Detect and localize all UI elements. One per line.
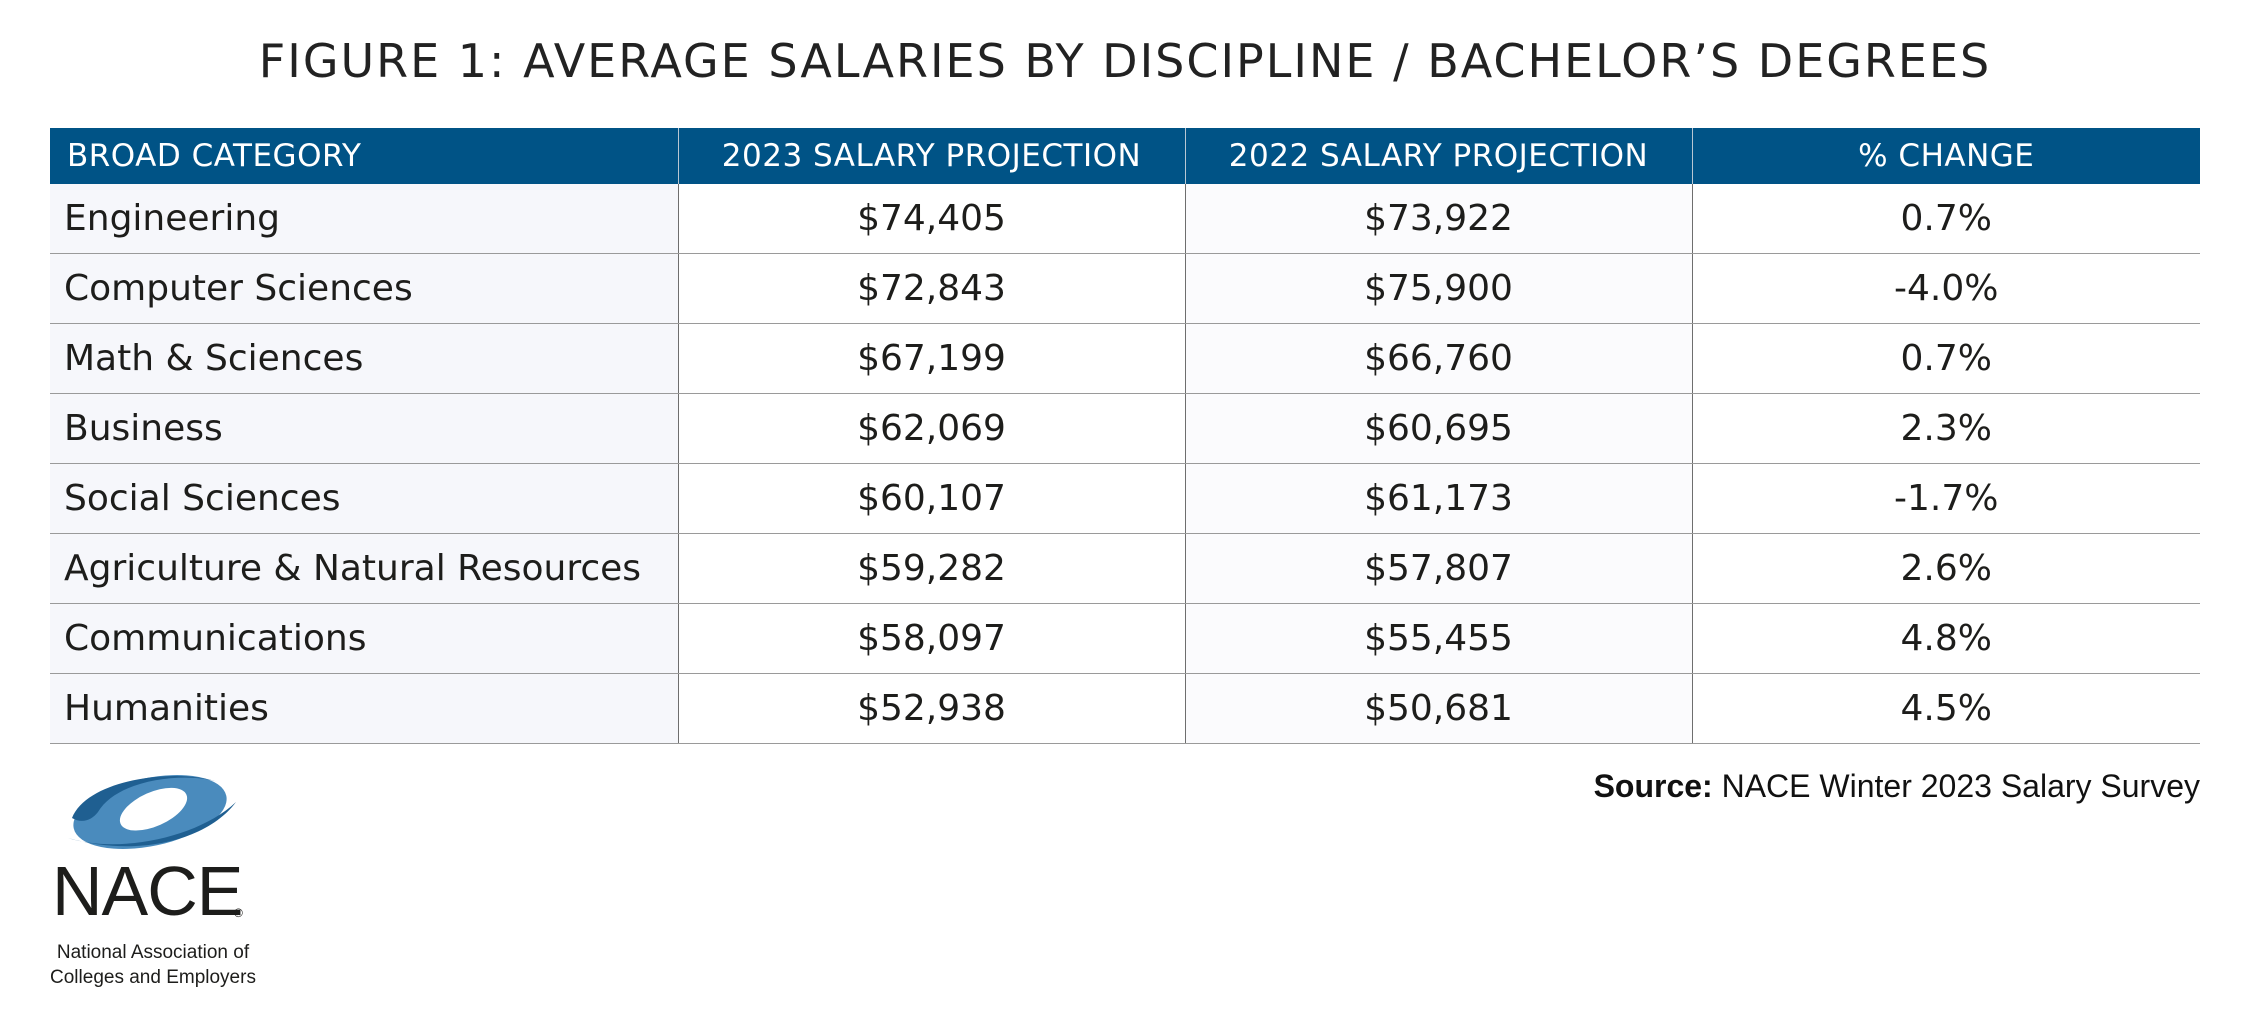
- column-header-change: % CHANGE: [1691, 128, 2200, 184]
- source-label: Source:: [1593, 768, 1713, 804]
- salary-2022-cell: $75,900: [1184, 253, 1692, 324]
- percent-change-cell: 2.6%: [1691, 533, 2200, 604]
- salary-2022-cell: $61,173: [1184, 463, 1692, 534]
- percent-change-cell: 2.3%: [1691, 393, 2200, 464]
- salary-2023-cell: $72,843: [677, 253, 1185, 324]
- column-header-category: BROAD CATEGORY: [50, 128, 678, 184]
- percent-change-cell: 0.7%: [1691, 184, 2200, 254]
- column-header-2022: 2022 SALARY PROJECTION: [1184, 128, 1692, 184]
- salary-2023-cell: $52,938: [677, 673, 1185, 744]
- percent-change-cell: 0.7%: [1691, 323, 2200, 394]
- category-cell: Agriculture & Natural Resources: [50, 533, 678, 604]
- category-cell: Math & Sciences: [50, 323, 678, 394]
- chart-title: FIGURE 1: AVERAGE SALARIES BY DISCIPLINE…: [258, 34, 1992, 88]
- table-header-row: BROAD CATEGORY 2023 SALARY PROJECTION 20…: [50, 128, 2200, 184]
- logo-wordmark: NACE: [52, 852, 243, 930]
- table-row: Communications $58,097 $55,455 4.8%: [50, 603, 2200, 674]
- salary-2022-cell: $66,760: [1184, 323, 1692, 394]
- salary-2022-cell: $50,681: [1184, 673, 1692, 744]
- salary-2023-cell: $58,097: [677, 603, 1185, 674]
- table-row: Agriculture & Natural Resources $59,282 …: [50, 533, 2200, 604]
- logo-tagline-line1: National Association of: [56, 942, 250, 963]
- logo-tagline-line2: Colleges and Employers: [50, 967, 256, 988]
- table-row: Math & Sciences $67,199 $66,760 0.7%: [50, 323, 2200, 394]
- table-row: Humanities $52,938 $50,681 4.5%: [50, 673, 2200, 744]
- salary-2022-cell: $57,807: [1184, 533, 1692, 604]
- salary-2023-cell: $62,069: [677, 393, 1185, 464]
- salary-2023-cell: $60,107: [677, 463, 1185, 534]
- percent-change-cell: 4.5%: [1691, 673, 2200, 744]
- nace-logo: NACE ® National Association of Colleges …: [38, 768, 268, 988]
- table-row: Business $62,069 $60,695 2.3%: [50, 393, 2200, 464]
- category-cell: Business: [50, 393, 678, 464]
- category-cell: Communications: [50, 603, 678, 674]
- category-cell: Humanities: [50, 673, 678, 744]
- category-cell: Social Sciences: [50, 463, 678, 534]
- salary-2023-cell: $67,199: [677, 323, 1185, 394]
- salary-table: BROAD CATEGORY 2023 SALARY PROJECTION 20…: [50, 128, 2200, 744]
- nace-swoosh-icon: [68, 774, 236, 850]
- salary-2022-cell: $55,455: [1184, 603, 1692, 674]
- source-note: Source: NACE Winter 2023 Salary Survey: [1594, 768, 2200, 805]
- source-text: NACE Winter 2023 Salary Survey: [1721, 768, 2200, 804]
- salary-2023-cell: $74,405: [677, 184, 1185, 254]
- registered-mark: ®: [234, 906, 243, 920]
- percent-change-cell: 4.8%: [1691, 603, 2200, 674]
- salary-2022-cell: $73,922: [1184, 184, 1692, 254]
- category-cell: Computer Sciences: [50, 253, 678, 324]
- category-cell: Engineering: [50, 184, 678, 254]
- percent-change-cell: -4.0%: [1691, 253, 2200, 324]
- table-row: Engineering $74,405 $73,922 0.7%: [50, 184, 2200, 254]
- salary-2022-cell: $60,695: [1184, 393, 1692, 464]
- column-header-2023: 2023 SALARY PROJECTION: [677, 128, 1185, 184]
- table-row: Social Sciences $60,107 $61,173 -1.7%: [50, 463, 2200, 534]
- percent-change-cell: -1.7%: [1691, 463, 2200, 534]
- logo-tagline: National Association of Colleges and Emp…: [38, 940, 268, 990]
- salary-2023-cell: $59,282: [677, 533, 1185, 604]
- table-row: Computer Sciences $72,843 $75,900 -4.0%: [50, 253, 2200, 324]
